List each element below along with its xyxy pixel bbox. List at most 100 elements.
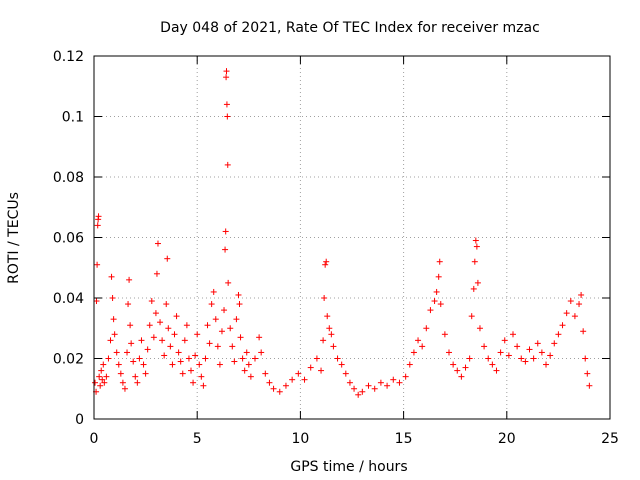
data-point <box>580 328 587 335</box>
data-point <box>99 376 106 383</box>
data-point <box>218 328 225 335</box>
data-point <box>175 349 182 356</box>
data-point <box>167 343 174 350</box>
data-point <box>152 310 159 317</box>
data-point <box>576 301 583 308</box>
data-point <box>204 322 211 329</box>
data-point <box>578 291 585 298</box>
data-point <box>140 361 147 368</box>
data-point <box>169 361 176 368</box>
data-point <box>526 346 533 353</box>
data-point <box>153 270 160 277</box>
data-point <box>450 361 457 368</box>
data-point <box>95 213 102 220</box>
data-point <box>551 340 558 347</box>
data-point <box>94 222 101 229</box>
data-point <box>522 358 529 365</box>
data-point <box>109 295 116 301</box>
data-point <box>243 349 250 356</box>
y-axis-label: ROTI / TECUs <box>6 192 22 284</box>
data-point <box>92 379 99 386</box>
data-point <box>485 355 492 362</box>
data-point <box>320 337 327 344</box>
data-point <box>258 349 265 356</box>
data-point <box>194 331 201 338</box>
y-tick-label: 0.04 <box>53 291 84 307</box>
grid-lines <box>94 56 610 419</box>
data-point <box>437 301 444 308</box>
y-tick-label: 0.12 <box>53 49 84 65</box>
data-point <box>146 322 153 329</box>
data-point <box>113 349 120 356</box>
data-point <box>97 382 104 389</box>
data-point <box>200 382 207 389</box>
data-point <box>571 313 578 320</box>
data-point <box>406 361 413 368</box>
data-point <box>148 298 155 305</box>
data-point <box>237 334 244 341</box>
data-point <box>468 313 475 320</box>
chart-title: Day 048 of 2021, Rate Of TEC Index for r… <box>160 20 540 36</box>
data-point <box>346 379 353 386</box>
data-point <box>322 261 329 268</box>
data-point <box>216 361 223 368</box>
data-point <box>505 352 512 359</box>
data-point <box>497 349 504 356</box>
y-tick-label: 0 <box>75 412 84 428</box>
data-point <box>470 285 477 292</box>
data-point <box>330 343 337 350</box>
data-point <box>202 355 209 362</box>
data-point <box>210 288 217 295</box>
data-point <box>198 373 205 380</box>
data-point <box>236 301 243 308</box>
data-point <box>101 379 108 386</box>
data-point <box>163 301 170 308</box>
data-point <box>161 352 168 359</box>
data-point <box>134 379 141 386</box>
data-point <box>313 355 320 362</box>
x-axis-label: GPS time / hours <box>290 459 407 475</box>
data-point <box>466 355 473 362</box>
data-point <box>111 331 118 338</box>
data-point <box>518 355 525 362</box>
x-tick-label: 0 <box>90 431 99 447</box>
x-tick-label: 20 <box>498 431 516 447</box>
data-point <box>410 349 417 356</box>
data-point <box>208 301 215 308</box>
data-point <box>98 367 105 374</box>
data-point <box>117 370 124 377</box>
y-tick-label: 0.1 <box>62 110 84 126</box>
data-point <box>222 246 229 253</box>
data-point <box>323 258 330 265</box>
data-point <box>543 361 550 368</box>
data-point <box>377 379 384 386</box>
data-point <box>433 288 440 295</box>
data-point <box>138 337 145 344</box>
data-point <box>328 331 335 338</box>
data-point <box>431 298 438 305</box>
data-point <box>476 325 483 332</box>
data-point <box>534 340 541 347</box>
data-point <box>227 325 234 332</box>
data-point <box>94 261 101 268</box>
data-point <box>547 352 554 359</box>
data-point <box>384 382 391 389</box>
data-point <box>371 385 378 392</box>
data-point <box>390 376 397 383</box>
data-point <box>224 113 231 120</box>
data-point <box>107 337 114 344</box>
data-point <box>235 291 242 298</box>
data-point <box>173 313 180 320</box>
data-point <box>559 322 566 329</box>
y-tick-label: 0.02 <box>53 352 84 368</box>
data-point <box>96 373 103 380</box>
data-point <box>164 255 171 262</box>
data-point <box>493 367 500 374</box>
data-point <box>126 276 133 283</box>
data-point <box>125 301 132 308</box>
data-point <box>222 228 229 235</box>
data-point <box>396 379 403 386</box>
data-point <box>224 161 231 168</box>
x-tick-label: 15 <box>395 431 413 447</box>
data-point <box>427 307 434 314</box>
